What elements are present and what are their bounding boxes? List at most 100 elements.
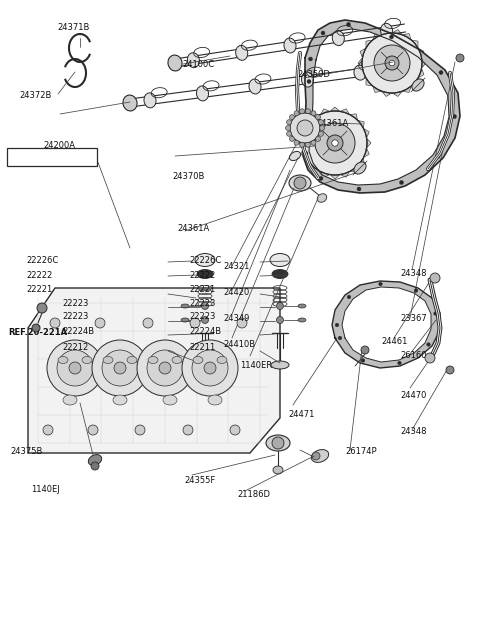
Circle shape [91,462,99,470]
Circle shape [389,35,394,39]
Circle shape [43,425,53,435]
Circle shape [183,425,193,435]
Circle shape [312,452,320,460]
Ellipse shape [127,357,137,363]
Circle shape [202,302,208,310]
Circle shape [272,437,284,449]
Polygon shape [402,86,411,93]
Circle shape [137,340,193,396]
Circle shape [300,109,304,114]
Ellipse shape [163,395,177,405]
Circle shape [147,350,183,386]
Text: 24100C: 24100C [182,61,215,69]
Circle shape [436,154,440,158]
Circle shape [237,318,247,328]
Ellipse shape [148,357,158,363]
Circle shape [315,114,321,119]
Text: 22223: 22223 [62,312,89,321]
Text: 22223: 22223 [190,312,216,321]
Ellipse shape [196,361,214,369]
Polygon shape [402,33,411,40]
Text: 26160: 26160 [401,351,427,360]
Polygon shape [358,158,364,166]
FancyBboxPatch shape [7,148,97,166]
Circle shape [300,142,304,147]
Ellipse shape [271,361,289,369]
Circle shape [95,318,105,328]
Text: 24200A: 24200A [43,141,75,150]
Circle shape [446,366,454,374]
Circle shape [338,336,342,340]
Text: 24461: 24461 [382,337,408,345]
Text: 24350D: 24350D [298,70,330,78]
Polygon shape [340,109,349,114]
Polygon shape [330,175,340,179]
Text: 22222: 22222 [26,271,53,279]
Text: 22221: 22221 [190,285,216,294]
Polygon shape [299,138,303,148]
Circle shape [427,343,430,346]
Circle shape [230,425,240,435]
Circle shape [102,350,138,386]
Circle shape [361,346,369,354]
Text: 24361A: 24361A [317,119,349,128]
Circle shape [47,340,103,396]
Ellipse shape [181,304,189,308]
Ellipse shape [88,455,102,465]
Circle shape [379,282,382,286]
Ellipse shape [144,93,156,108]
Polygon shape [366,78,372,86]
Polygon shape [321,172,330,177]
Ellipse shape [217,357,227,363]
Text: 24371B: 24371B [58,23,90,32]
Circle shape [414,289,418,292]
Polygon shape [349,166,358,172]
Circle shape [319,177,323,180]
Circle shape [315,137,321,142]
Circle shape [327,135,343,151]
Ellipse shape [208,395,222,405]
Ellipse shape [290,113,320,143]
Circle shape [192,350,228,386]
Circle shape [399,180,404,185]
Text: 22211: 22211 [190,343,216,352]
Ellipse shape [354,65,366,80]
Ellipse shape [82,357,92,363]
Circle shape [321,31,325,35]
Text: 23367: 23367 [401,314,428,323]
Ellipse shape [273,466,283,474]
Ellipse shape [63,395,77,405]
Circle shape [307,119,311,124]
Polygon shape [392,30,402,35]
Ellipse shape [236,45,248,61]
Circle shape [297,120,313,136]
Text: 22226C: 22226C [190,256,222,265]
Text: 24372B: 24372B [19,91,51,100]
Circle shape [69,362,81,374]
Circle shape [456,54,464,62]
Text: 24348: 24348 [401,427,427,436]
Circle shape [398,361,401,365]
Text: 24370B: 24370B [173,172,205,180]
Ellipse shape [249,79,261,94]
Text: REF.20-221A: REF.20-221A [9,328,68,337]
Circle shape [286,125,290,130]
Text: 22223: 22223 [62,299,89,308]
Circle shape [182,340,238,396]
Ellipse shape [289,175,311,191]
Ellipse shape [193,357,203,363]
Circle shape [92,340,148,396]
Polygon shape [306,121,312,129]
Ellipse shape [284,38,296,53]
Circle shape [289,114,294,119]
Polygon shape [418,68,424,78]
Polygon shape [372,86,382,93]
Polygon shape [367,138,371,148]
Circle shape [357,187,361,191]
Circle shape [361,358,365,362]
Circle shape [309,57,312,61]
Text: 22221: 22221 [26,285,53,294]
Ellipse shape [354,162,366,174]
Circle shape [159,362,171,374]
Ellipse shape [196,86,208,101]
